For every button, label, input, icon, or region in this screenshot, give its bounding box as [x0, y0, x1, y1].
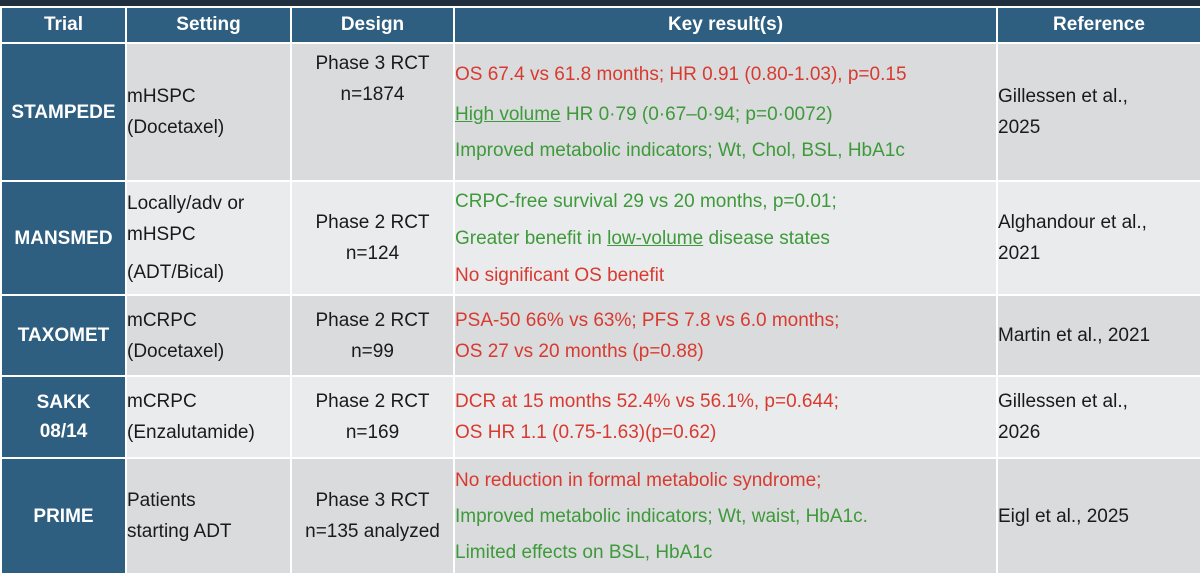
header-trial: Trial — [0, 6, 127, 44]
trial-label: 08/14 — [39, 421, 88, 442]
result-emphasis: High volume — [455, 103, 561, 125]
reference-cell: Alghandour et al., 2021 — [996, 180, 1200, 296]
setting-line: (Enzalutamide) — [127, 422, 255, 443]
top-strip — [0, 0, 1200, 6]
result-line: No significant OS benefit — [455, 264, 665, 286]
setting-line: (ADT/Bical) — [127, 262, 225, 283]
trial-label: SAKK — [36, 392, 91, 413]
reference-line: Martin et al., 2021 — [998, 325, 1151, 346]
trial-label: STAMPEDE — [11, 101, 116, 123]
design-phase: Phase 2 RCT — [315, 212, 430, 233]
table-row-prime: PRIME Patients starting ADT Phase 3 RCT … — [0, 457, 1200, 575]
design-phase: Phase 2 RCT — [315, 391, 430, 412]
reference-cell: Gillessen et al., 2025 — [996, 42, 1200, 182]
reference-line: 2021 — [998, 243, 1041, 264]
table-row-sakk: SAKK 08/14 mCRPC (Enzalutamide) Phase 2 … — [0, 375, 1200, 459]
design-n: n=124 — [345, 243, 400, 264]
results-cell: DCR at 15 months 52.4% vs 56.1%, p=0.644… — [453, 375, 998, 459]
reference-cell: Gillessen et al., 2026 — [996, 375, 1200, 459]
result-line: Improved metabolic indicators; Wt, waist… — [455, 505, 868, 527]
setting-cell: Locally/adv or mHSPC (ADT/Bical) — [125, 180, 292, 296]
results-cell: No reduction in formal metabolic syndrom… — [453, 457, 998, 575]
setting-line: mCRPC — [127, 391, 197, 412]
result-line: High volume HR 0·79 (0·67–0·94; p=0·0072… — [455, 99, 996, 130]
design-cell: Phase 2 RCT n=169 — [290, 375, 455, 459]
results-cell: CRPC-free survival 29 vs 20 months, p=0.… — [453, 180, 998, 296]
header-row: Trial Setting Design Key result(s) Refer… — [0, 6, 1200, 44]
design-phase: Phase 3 RCT — [315, 53, 430, 74]
trial-name: SAKK 08/14 — [0, 375, 127, 459]
setting-cell: mCRPC (Enzalutamide) — [125, 375, 292, 459]
design-n: n=1874 — [340, 84, 405, 105]
header-key-results: Key result(s) — [453, 6, 998, 44]
setting-line: Patients — [127, 490, 196, 511]
reference-line: Gillessen et al., — [998, 391, 1128, 412]
header-reference: Reference — [996, 6, 1200, 44]
reference-line: Eigl et al., 2025 — [998, 505, 1129, 527]
result-line: Greater benefit in low-volume disease st… — [455, 223, 996, 254]
setting-line: (Docetaxel) — [127, 117, 225, 138]
results-cell: PSA-50 66% vs 63%; PFS 7.8 vs 6.0 months… — [453, 294, 998, 377]
trial-name: MANSMED — [0, 180, 127, 296]
header-design: Design — [290, 6, 455, 44]
reference-cell: Martin et al., 2021 — [996, 294, 1200, 377]
design-cell: Phase 3 RCT n=1874 — [290, 42, 455, 182]
design-cell: Phase 3 RCT n=135 analyzed — [290, 457, 455, 575]
header-setting: Setting — [125, 6, 292, 44]
reference-line: Gillessen et al., — [998, 86, 1128, 107]
trial-label: MANSMED — [14, 227, 113, 249]
setting-line: Locally/adv or — [127, 193, 245, 214]
setting-line: mHSPC — [127, 224, 196, 245]
reference-line: 2025 — [998, 117, 1041, 138]
result-line: No reduction in formal metabolic syndrom… — [455, 469, 822, 491]
trial-label: TAXOMET — [17, 325, 110, 346]
result-line: Limited effects on BSL, HbA1c — [455, 541, 713, 563]
trial-name: TAXOMET — [0, 294, 127, 377]
setting-line: mHSPC — [127, 86, 196, 107]
design-n: n=169 — [345, 422, 400, 443]
design-n: n=135 analyzed — [305, 521, 440, 542]
reference-line: Alghandour et al., — [998, 212, 1147, 233]
result-line: PSA-50 66% vs 63%; PFS 7.8 vs 6.0 months… — [455, 309, 840, 331]
trial-label: PRIME — [33, 505, 94, 527]
table-row-mansmed: MANSMED Locally/adv or mHSPC (ADT/Bical)… — [0, 180, 1200, 296]
result-line: DCR at 15 months 52.4% vs 56.1%, p=0.644… — [455, 391, 839, 412]
setting-cell: mCRPC (Docetaxel) — [125, 294, 292, 377]
trial-name: STAMPEDE — [0, 42, 127, 182]
design-cell: Phase 2 RCT n=124 — [290, 180, 455, 296]
result-line: CRPC-free survival 29 vs 20 months, p=0.… — [455, 190, 837, 212]
trials-table: Trial Setting Design Key result(s) Refer… — [0, 6, 1200, 575]
setting-cell: Patients starting ADT — [125, 457, 292, 575]
result-text: disease states — [703, 227, 830, 249]
table-row-stampede: STAMPEDE mHSPC (Docetaxel) Phase 3 RCT n… — [0, 42, 1200, 182]
results-cell: OS 67.4 vs 61.8 months; HR 0.91 (0.80-1.… — [453, 42, 998, 182]
result-text: HR 0·79 (0·67–0·94; p=0·0072) — [560, 103, 833, 125]
setting-line: mCRPC — [127, 309, 197, 331]
table-row-taxomet: TAXOMET mCRPC (Docetaxel) Phase 2 RCT n=… — [0, 294, 1200, 377]
design-phase: Phase 2 RCT — [315, 309, 430, 331]
reference-line: 2026 — [998, 422, 1041, 443]
design-n: n=99 — [351, 340, 394, 362]
trial-name: PRIME — [0, 457, 127, 575]
result-line: Improved metabolic indicators; Wt, Chol,… — [455, 139, 905, 161]
result-line: OS 67.4 vs 61.8 months; HR 0.91 (0.80-1.… — [455, 63, 907, 85]
result-line: OS 27 vs 20 months (p=0.88) — [455, 340, 704, 362]
result-emphasis: low-volume — [607, 227, 704, 249]
result-text: Greater benefit in — [455, 227, 608, 249]
setting-line: (Docetaxel) — [127, 340, 225, 362]
design-cell: Phase 2 RCT n=99 — [290, 294, 455, 377]
setting-line: starting ADT — [127, 521, 232, 542]
result-line: OS HR 1.1 (0.75-1.63)(p=0.62) — [455, 422, 717, 443]
setting-cell: mHSPC (Docetaxel) — [125, 42, 292, 182]
reference-cell: Eigl et al., 2025 — [996, 457, 1200, 575]
design-phase: Phase 3 RCT — [315, 490, 430, 511]
